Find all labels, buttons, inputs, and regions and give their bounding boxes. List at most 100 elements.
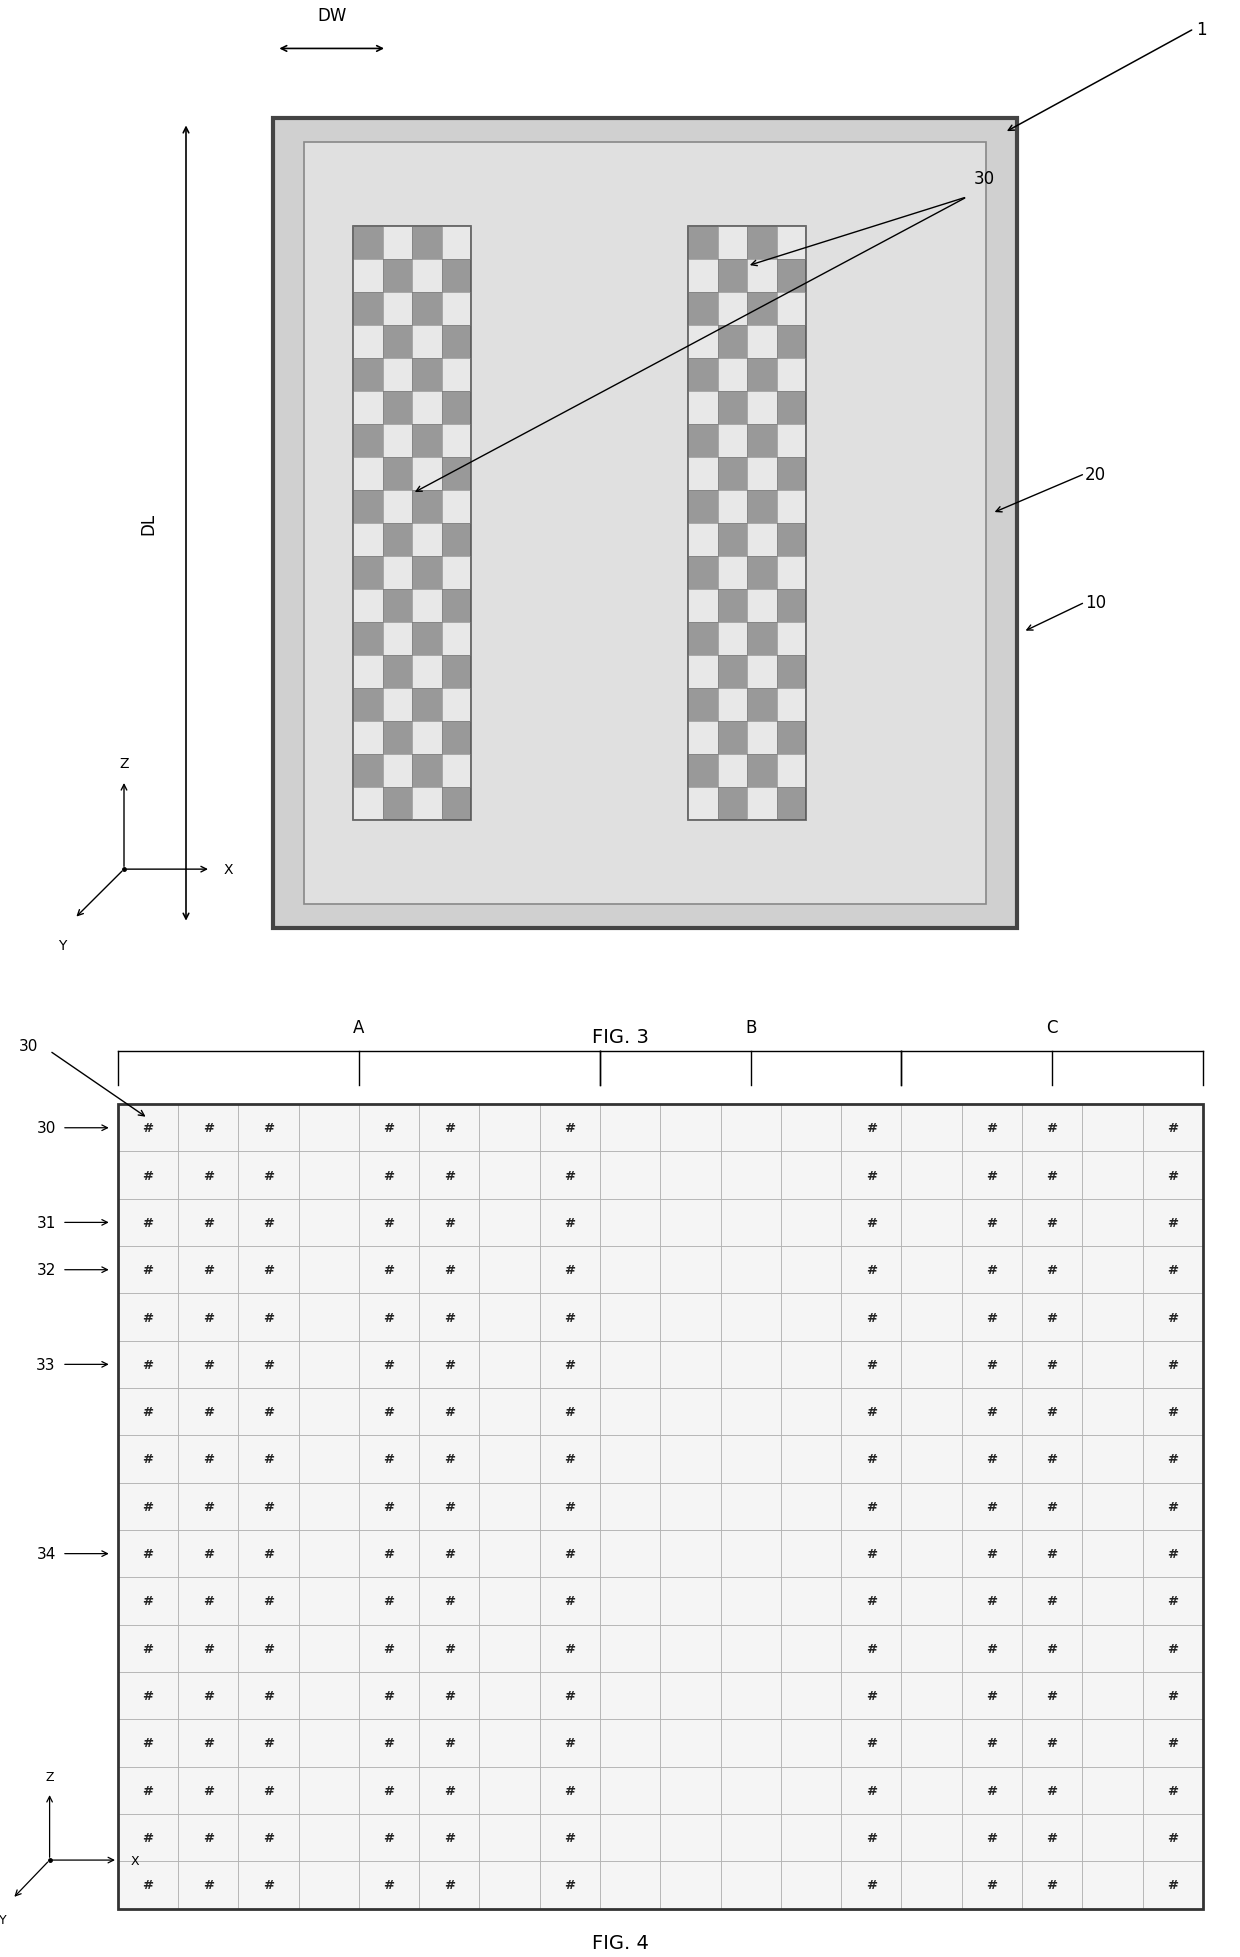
Bar [688, 358, 718, 391]
Text: #: # [986, 1311, 997, 1323]
Text: #: # [1167, 1311, 1178, 1323]
Text: #: # [383, 1215, 394, 1229]
Bar [1022, 1341, 1083, 1388]
Text: #: # [1047, 1215, 1058, 1229]
Text: #: # [263, 1785, 274, 1797]
Text: C: C [1047, 1020, 1058, 1037]
Bar [720, 1153, 781, 1200]
Text: #: # [564, 1358, 575, 1372]
Bar [901, 1104, 962, 1153]
Bar [238, 1671, 299, 1720]
Text: #: # [383, 1501, 394, 1513]
Bar [1142, 1720, 1203, 1767]
Bar [539, 1814, 600, 1861]
Bar [720, 1247, 781, 1294]
Text: #: # [202, 1642, 213, 1656]
Bar [600, 1577, 661, 1624]
Text: #: # [143, 1689, 154, 1703]
Bar [539, 1577, 600, 1624]
Text: #: # [866, 1879, 877, 1890]
Bar [688, 458, 718, 491]
Bar [660, 1577, 720, 1624]
Bar [383, 327, 412, 358]
Bar [179, 1861, 238, 1908]
Bar [688, 327, 718, 358]
Bar [179, 1153, 238, 1200]
Bar [660, 1153, 720, 1200]
Text: #: # [202, 1501, 213, 1513]
Bar [299, 1153, 358, 1200]
Bar [746, 689, 776, 722]
Bar [383, 227, 412, 260]
Bar [539, 1720, 600, 1767]
Bar [901, 1483, 962, 1530]
Text: #: # [263, 1879, 274, 1890]
Text: #: # [383, 1311, 394, 1323]
Bar [718, 589, 748, 622]
Bar [179, 1624, 238, 1671]
Bar [179, 1104, 238, 1153]
Bar [1142, 1624, 1203, 1671]
Bar [718, 260, 748, 294]
Bar [412, 753, 441, 787]
Bar [688, 227, 806, 820]
Bar [781, 1720, 841, 1767]
Bar [781, 1388, 841, 1436]
Bar [1083, 1767, 1142, 1814]
Bar [746, 327, 776, 358]
Bar [383, 425, 412, 458]
Bar [1083, 1247, 1142, 1294]
Text: #: # [383, 1168, 394, 1182]
Text: #: # [444, 1785, 455, 1797]
Bar [841, 1530, 901, 1577]
Bar [718, 358, 748, 391]
Bar [600, 1671, 661, 1720]
Bar [441, 556, 471, 589]
Text: #: # [1047, 1405, 1058, 1419]
Text: X: X [223, 863, 233, 877]
Bar [746, 787, 776, 820]
Text: #: # [444, 1548, 455, 1560]
Bar [688, 622, 718, 656]
Bar [776, 656, 806, 689]
Text: #: # [866, 1548, 877, 1560]
Bar [238, 1294, 299, 1341]
Text: #: # [866, 1358, 877, 1372]
Text: #: # [986, 1548, 997, 1560]
Bar [746, 722, 776, 753]
Bar [383, 260, 412, 294]
Bar [901, 1247, 962, 1294]
Text: #: # [986, 1452, 997, 1466]
Bar [746, 294, 776, 327]
Bar [480, 1247, 539, 1294]
Bar [419, 1436, 480, 1483]
Bar [118, 1200, 179, 1247]
Text: #: # [866, 1785, 877, 1797]
Bar [238, 1483, 299, 1530]
Text: #: # [1047, 1121, 1058, 1135]
Bar [419, 1671, 480, 1720]
Bar [1022, 1483, 1083, 1530]
Bar [441, 622, 471, 656]
Text: #: # [263, 1595, 274, 1607]
Bar [480, 1720, 539, 1767]
Bar [781, 1341, 841, 1388]
Text: #: # [1047, 1548, 1058, 1560]
Bar [412, 260, 441, 294]
Text: #: # [564, 1595, 575, 1607]
Bar [412, 787, 441, 820]
Text: #: # [1047, 1264, 1058, 1276]
Bar [901, 1436, 962, 1483]
Text: #: # [866, 1832, 877, 1843]
Bar [480, 1294, 539, 1341]
Bar [781, 1104, 841, 1153]
Bar [781, 1671, 841, 1720]
Text: DL: DL [140, 513, 157, 534]
Text: Y: Y [58, 939, 66, 953]
Bar [720, 1720, 781, 1767]
Bar [962, 1530, 1022, 1577]
Bar [776, 358, 806, 391]
Bar [539, 1530, 600, 1577]
Bar [781, 1767, 841, 1814]
Bar [1083, 1671, 1142, 1720]
